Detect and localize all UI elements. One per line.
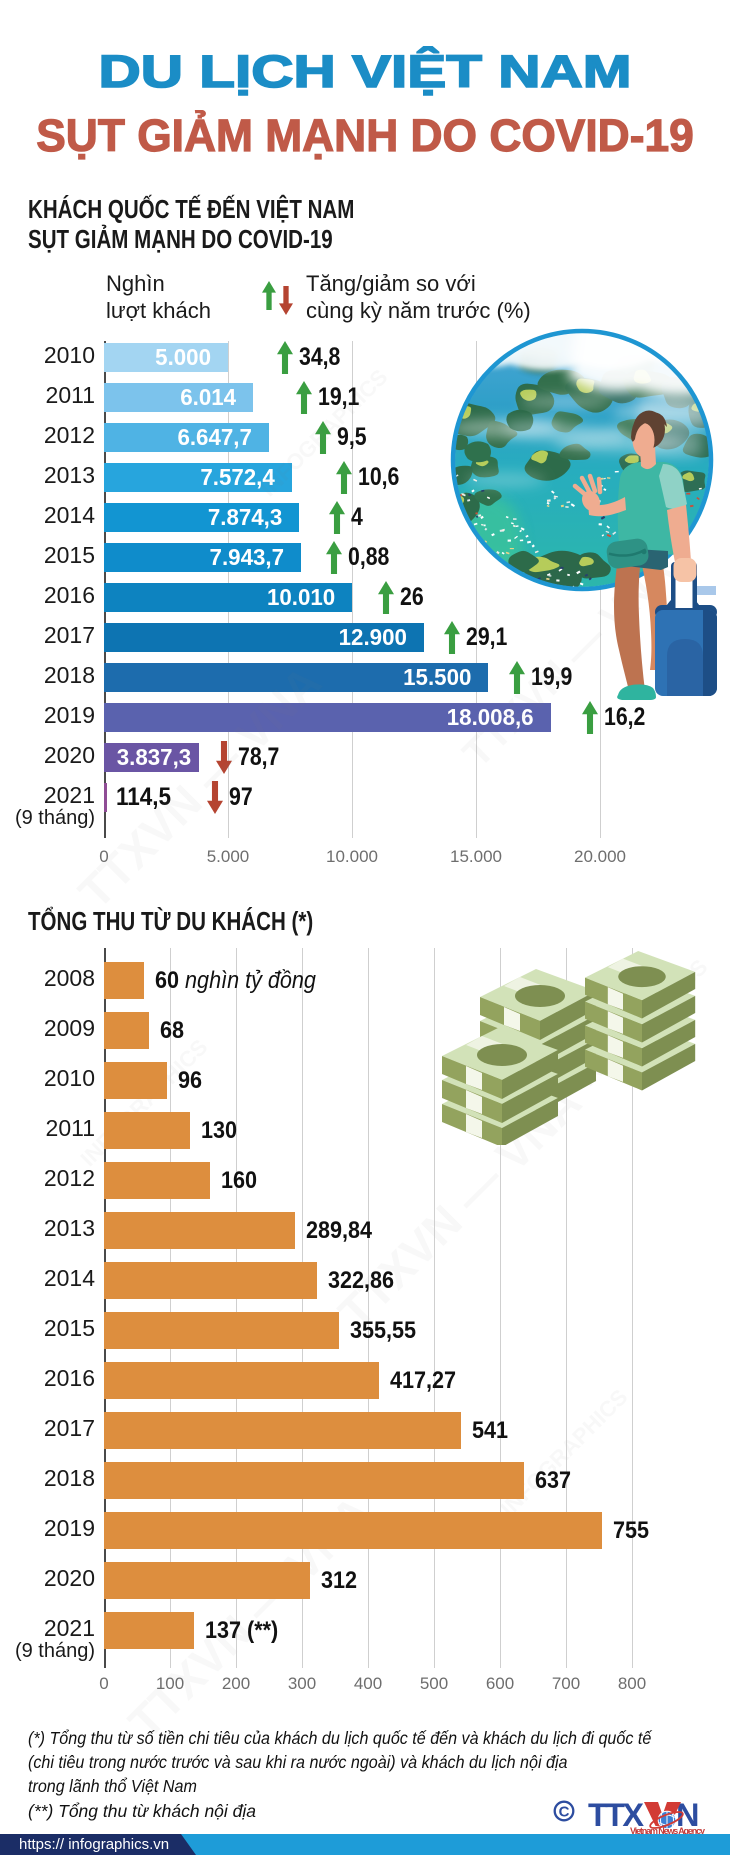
svg-text:N: N: [676, 1797, 699, 1833]
svg-text:Vietnam News Agency: Vietnam News Agency: [630, 1826, 705, 1836]
svg-text:TTX: TTX: [588, 1797, 644, 1833]
svg-text:C: C: [559, 1804, 570, 1821]
